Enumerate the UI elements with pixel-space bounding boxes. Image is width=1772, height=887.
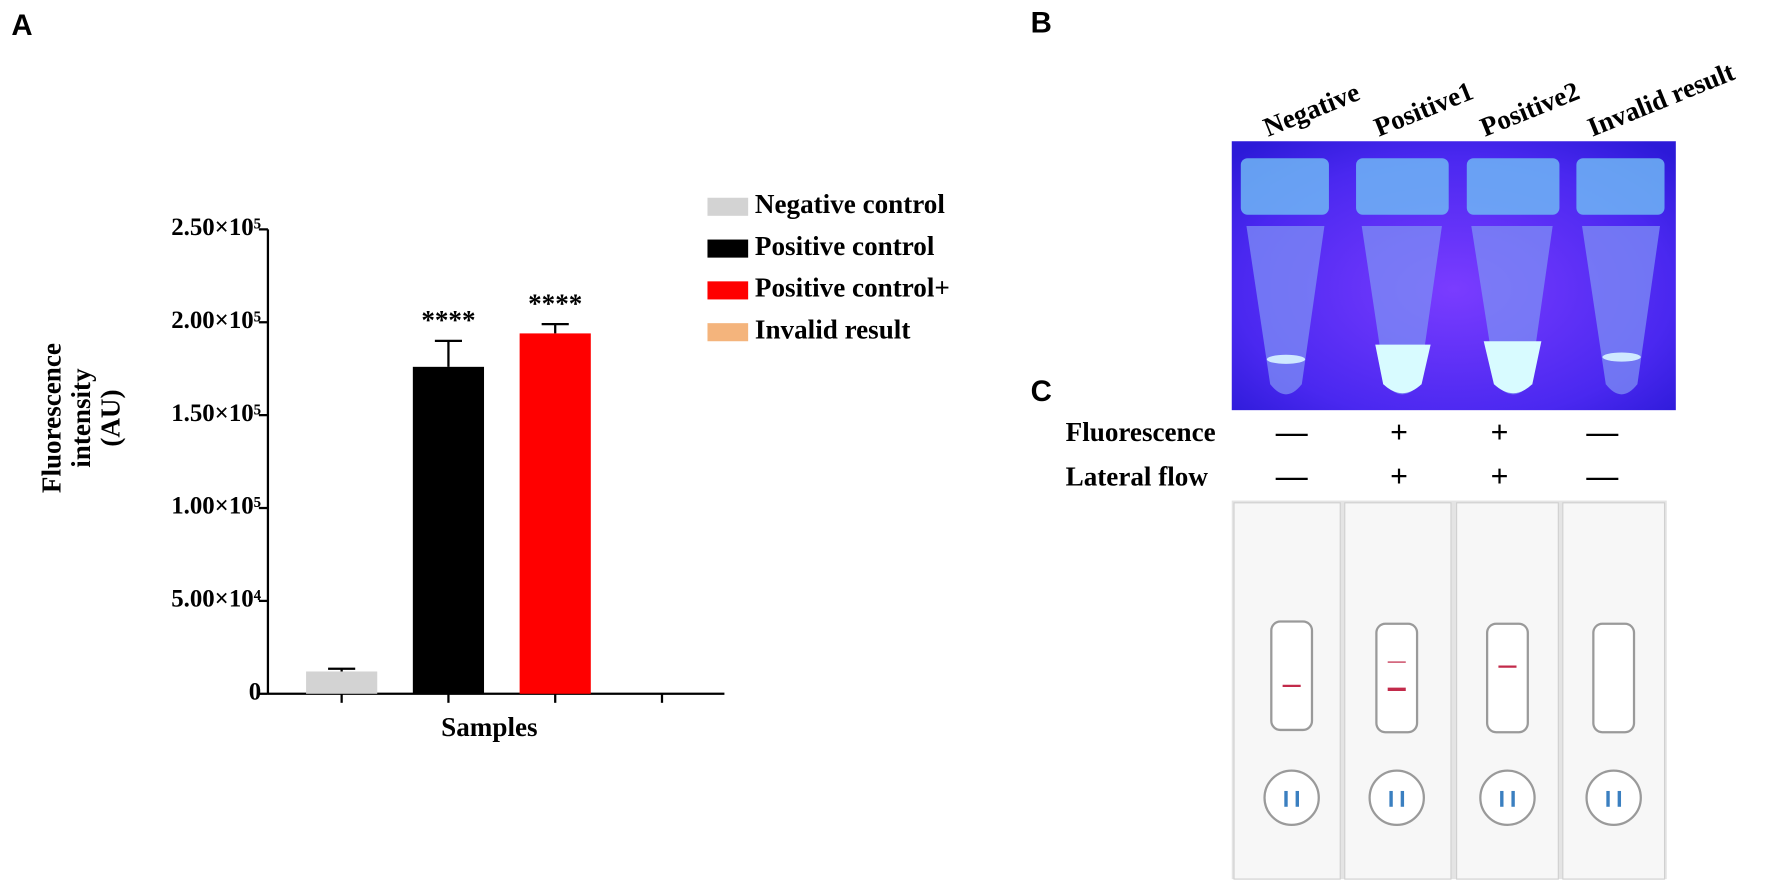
- significance-label: ****: [421, 305, 475, 335]
- legend-swatch: [707, 197, 749, 216]
- panel-label: A: [11, 9, 32, 42]
- result-cell: —: [1275, 414, 1308, 449]
- panel-label: B: [1031, 7, 1052, 40]
- legend-swatch: [707, 281, 749, 300]
- tube-photo: [1231, 141, 1676, 411]
- panel-label: C: [1031, 375, 1052, 408]
- significance-label: ****: [528, 288, 582, 318]
- y-tick-label: 2.00×10⁵: [171, 307, 261, 334]
- legend-label: Negative control: [755, 189, 945, 219]
- result-cell: —: [1586, 414, 1619, 449]
- legend-swatch: [707, 323, 749, 342]
- tube-label: Invalid result: [1583, 56, 1738, 142]
- tube-label: Positive1: [1370, 76, 1478, 143]
- y-tick-label: 0: [249, 678, 261, 705]
- legend-label: Positive control+: [755, 273, 950, 303]
- legend-swatch: [707, 239, 749, 258]
- result-cell: —: [1586, 458, 1619, 493]
- x-axis-label: Samples: [441, 712, 537, 742]
- bar: [412, 366, 485, 694]
- error-bar: [541, 322, 569, 334]
- error-bar: [328, 667, 356, 672]
- bar: [306, 671, 378, 694]
- y-tick-label: 5.00×10⁴: [171, 586, 261, 613]
- tube-label: Negative: [1259, 77, 1364, 143]
- y-tick-label: 1.00×10⁵: [171, 493, 261, 520]
- result-cell: +: [1491, 414, 1509, 449]
- result-cell: +: [1390, 414, 1408, 449]
- y-axis-label: Fluorescence: [37, 343, 67, 493]
- row-label: Fluorescence: [1066, 417, 1216, 447]
- y-tick-label: 1.50×10⁵: [171, 400, 261, 427]
- tube-label: Positive2: [1476, 76, 1584, 143]
- strip-photo: [1231, 500, 1667, 880]
- error-bar: [434, 339, 462, 367]
- y-axis-label: intensity: [66, 368, 96, 468]
- result-cell: +: [1390, 458, 1408, 493]
- result-cell: +: [1491, 458, 1509, 493]
- legend-label: Invalid result: [755, 314, 910, 344]
- y-axis-label: (AU): [95, 389, 125, 446]
- legend-label: Positive control: [755, 231, 935, 261]
- y-tick-label: 2.50×10⁵: [171, 214, 261, 241]
- row-label: Lateral flow: [1066, 461, 1209, 491]
- result-cell: —: [1275, 458, 1308, 493]
- bar: [519, 333, 591, 694]
